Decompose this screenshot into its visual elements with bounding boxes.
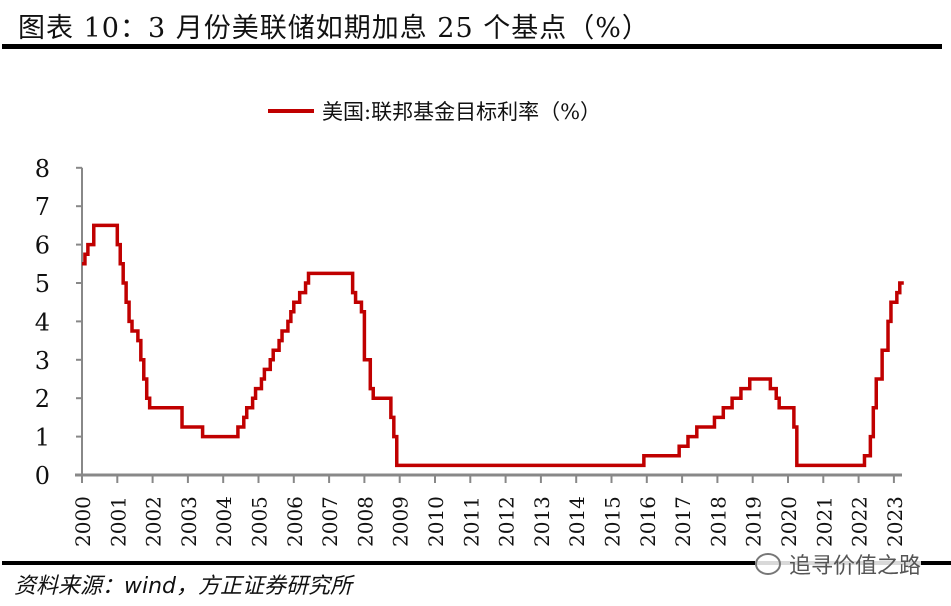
x-tick-label: 2015 <box>601 496 625 547</box>
legend-label: 美国:联邦基金目标利率（%） <box>322 100 602 124</box>
x-tick-label: 2014 <box>565 496 589 547</box>
x-tick-label: 2004 <box>212 496 236 547</box>
x-tick-label: 2005 <box>248 496 272 547</box>
x-tick-label: 2012 <box>495 496 519 547</box>
y-tick-label: 5 <box>35 270 50 298</box>
x-tick-label: 2021 <box>812 496 836 547</box>
x-tick-label: 2011 <box>459 496 483 547</box>
y-tick-label: 1 <box>35 424 50 452</box>
x-tick-label: 2001 <box>106 496 130 547</box>
x-tick-label: 2020 <box>777 496 801 547</box>
legend: 美国:联邦基金目标利率（%） <box>268 96 601 126</box>
x-tick-label: 2009 <box>389 496 413 547</box>
legend-swatch <box>268 109 314 113</box>
x-tick-label: 2018 <box>706 496 730 547</box>
x-tick-label: 2013 <box>530 496 554 547</box>
x-tick-label: 2002 <box>142 496 166 547</box>
y-tick-label: 0 <box>35 462 50 490</box>
y-tick-label: 6 <box>35 232 50 260</box>
y-tick-label: 7 <box>35 193 50 221</box>
y-tick-label: 3 <box>35 347 50 375</box>
title-divider <box>2 44 942 49</box>
x-tick-label: 2000 <box>71 496 95 547</box>
y-tick-label: 4 <box>35 308 50 336</box>
x-tick-label: 2016 <box>636 496 660 547</box>
x-tick-label: 2007 <box>318 496 342 547</box>
x-tick-label: 2003 <box>177 496 201 547</box>
x-tick-label: 2008 <box>353 496 377 547</box>
series-line-fed-funds-rate <box>82 223 904 468</box>
y-tick-label: 8 <box>35 155 50 183</box>
x-tick-label: 2022 <box>848 496 872 547</box>
watermark-text: 追寻价值之路 <box>789 554 922 579</box>
x-tick-label: 2019 <box>742 496 766 547</box>
source-note: 资料来源：wind，方正证券研究所 <box>14 574 353 599</box>
wechat-icon <box>755 553 781 575</box>
x-tick-label: 2006 <box>283 496 307 547</box>
footer-divider <box>2 561 951 565</box>
figure-title: 图表 10：3 月份美联储如期加息 25 个基点（%） <box>18 13 650 44</box>
y-tick-label: 2 <box>35 385 50 413</box>
x-tick-label: 2023 <box>883 496 907 547</box>
x-tick-label: 2017 <box>671 496 695 547</box>
x-tick-label: 2010 <box>424 496 448 547</box>
watermark: 追寻价值之路 <box>755 548 922 580</box>
